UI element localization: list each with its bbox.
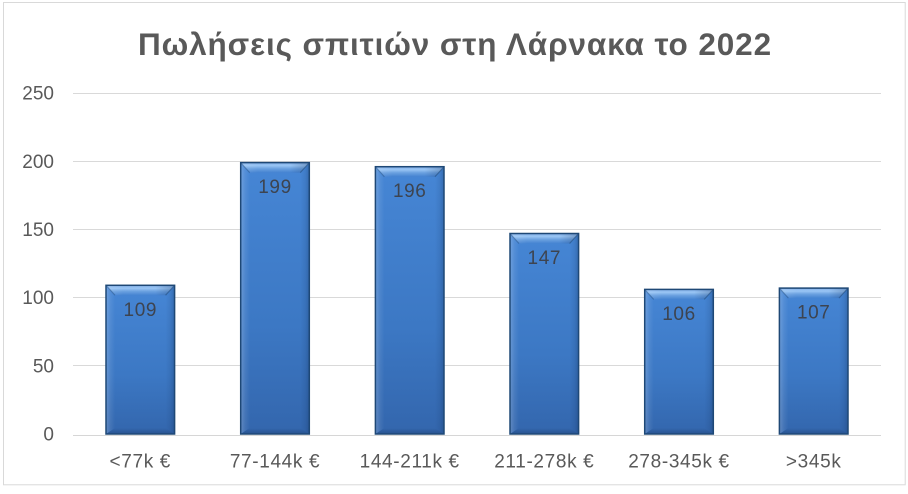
svg-text:147: 147: [528, 248, 562, 269]
svg-text:211-278k €: 211-278k €: [494, 451, 594, 472]
svg-text:278-345k €: 278-345k €: [628, 451, 730, 472]
svg-text:50: 50: [33, 356, 54, 377]
svg-text:199: 199: [258, 177, 292, 198]
svg-text:100: 100: [22, 288, 54, 309]
svg-text:0: 0: [43, 425, 54, 446]
svg-text:77-144k €: 77-144k €: [230, 451, 320, 472]
svg-text:250: 250: [22, 84, 54, 105]
svg-text:Πωλήσεις σπιτιών στη Λάρνακα τ: Πωλήσεις σπιτιών στη Λάρνακα το 2022: [138, 26, 772, 62]
svg-text:107: 107: [797, 303, 831, 324]
svg-text:196: 196: [393, 181, 427, 202]
svg-text:109: 109: [124, 300, 158, 321]
svg-text:144-211k €: 144-211k €: [360, 451, 460, 472]
svg-text:>345k: >345k: [786, 451, 842, 472]
svg-text:150: 150: [22, 220, 54, 241]
svg-text:200: 200: [22, 152, 54, 173]
svg-text:106: 106: [662, 304, 696, 325]
svg-text:<77k €: <77k €: [110, 451, 171, 472]
